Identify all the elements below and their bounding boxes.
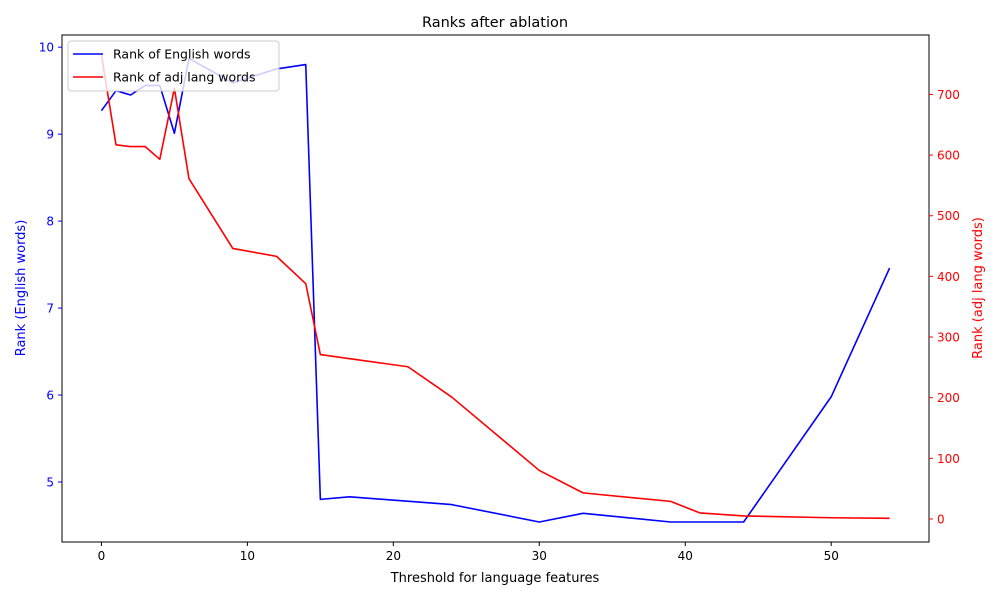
right-y-tick-label: 100 xyxy=(937,452,960,466)
right-y-tick-label: 0 xyxy=(937,512,945,526)
right-y-axis: 0 100 200 300 400 500 600 700 xyxy=(929,88,960,526)
adj-lang-series-line xyxy=(100,54,890,520)
x-tick-label: 0 xyxy=(98,549,106,563)
left-y-tick-label: 6 xyxy=(46,389,54,403)
plot-frame xyxy=(61,34,930,543)
x-axis-label: Threshold for language features xyxy=(390,571,600,586)
right-y-tick-label: 600 xyxy=(937,149,960,163)
left-y-tick-label: 9 xyxy=(46,128,54,142)
legend-label-adj: Rank of adj lang words xyxy=(113,70,255,85)
x-tick-label: 30 xyxy=(532,549,547,563)
right-y-tick-label: 700 xyxy=(937,88,960,102)
right-y-axis-label: Rank (adj lang words) xyxy=(971,217,986,359)
left-y-tick-label: 8 xyxy=(46,215,54,229)
right-y-tick-label: 400 xyxy=(937,270,960,284)
x-tick-label: 10 xyxy=(240,549,255,563)
left-y-axis: 5 6 7 8 9 10 xyxy=(39,41,62,489)
x-axis: 0 10 20 30 40 50 xyxy=(98,542,839,563)
right-y-tick-label: 500 xyxy=(937,209,960,223)
left-y-tick-label: 5 xyxy=(46,475,54,489)
left-y-axis-label: Rank (English words) xyxy=(14,220,29,357)
legend-box xyxy=(67,40,280,92)
x-tick-label: 40 xyxy=(678,549,693,563)
x-tick-label: 50 xyxy=(824,549,839,563)
right-y-tick-label: 200 xyxy=(937,391,960,405)
right-y-tick-label: 300 xyxy=(937,331,960,345)
legend-label-english: Rank of English words xyxy=(113,47,251,62)
chart-title: Ranks after ablation xyxy=(422,15,568,31)
english-series-line xyxy=(100,57,891,523)
x-tick-label: 20 xyxy=(386,549,401,563)
plot-lines xyxy=(100,54,891,523)
left-y-tick-label: 10 xyxy=(39,41,54,55)
legend: Rank of English words Rank of adj lang w… xyxy=(67,40,280,92)
left-y-tick-label: 7 xyxy=(46,302,54,316)
